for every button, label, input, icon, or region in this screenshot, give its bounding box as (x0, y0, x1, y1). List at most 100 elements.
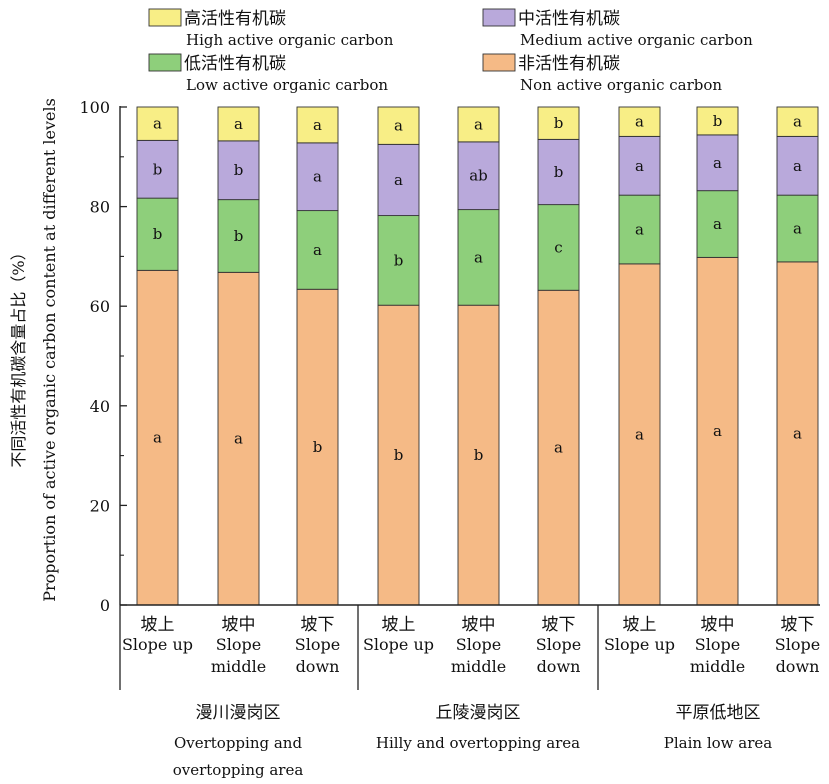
y-tick-label: 60 (90, 297, 110, 316)
legend-label-en: Low active organic carbon (186, 76, 388, 94)
significance-letter: a (793, 157, 802, 175)
bar-segment (377, 106, 420, 145)
bar-segment (696, 134, 739, 192)
y-tick-label: 0 (100, 596, 110, 615)
bar-segment (377, 143, 420, 217)
significance-letter: a (635, 221, 644, 239)
x-position-label-cn: 坡上 (623, 615, 657, 635)
x-group-label-cn: 丘陵漫岗区 (436, 703, 521, 723)
bar-segment (537, 204, 580, 291)
legend-label-cn: 非活性有机碳 (518, 54, 620, 74)
x-position-label-cn: 坡中 (222, 615, 256, 635)
x-position-label-en: Slope (216, 635, 261, 654)
legend-label-en: Non active organic carbon (520, 76, 722, 94)
bar-segment (457, 141, 500, 211)
bar-segment (618, 135, 661, 196)
significance-letter: a (474, 115, 483, 133)
significance-letter: a (635, 425, 644, 443)
significance-letter: a (234, 115, 243, 133)
significance-letter: b (474, 446, 484, 464)
bar-segment (457, 304, 500, 606)
significance-letter: a (474, 248, 483, 266)
bar-segment (457, 209, 500, 306)
significance-letter: b (713, 112, 723, 130)
x-position-label-en: Slope (775, 635, 820, 654)
bar-segment (618, 106, 661, 137)
legend-swatch (148, 53, 182, 72)
bar-segment (696, 106, 739, 136)
y-tick-label: 40 (90, 397, 110, 416)
x-position-label-en: middle (451, 657, 506, 676)
x-position-label-en: middle (211, 657, 266, 676)
bar-segment (136, 269, 179, 606)
x-position-label-en: Slope (536, 635, 581, 654)
x-group-label-en: Plain low area (664, 734, 772, 752)
y-tick-label: 80 (90, 198, 110, 217)
bar-segment (457, 106, 500, 143)
significance-letter: a (635, 157, 644, 175)
significance-letter: b (153, 225, 163, 243)
bar-segment (776, 106, 819, 137)
bar-segment (776, 261, 819, 606)
y-tick-label: 20 (90, 496, 110, 515)
bar-segment (776, 194, 819, 263)
x-position-label-en: Slope up (363, 635, 434, 654)
significance-letter: c (554, 238, 562, 256)
significance-letter: a (394, 117, 403, 135)
x-position-label-cn: 坡上 (382, 615, 416, 635)
x-position-label-cn: 坡上 (141, 615, 175, 635)
bar-segment (537, 106, 580, 140)
bar-segment (136, 106, 179, 141)
significance-letter: a (153, 115, 162, 133)
x-position-label-en: down (296, 657, 340, 676)
x-position-label-cn: 坡中 (701, 615, 735, 635)
significance-letter: a (713, 422, 722, 440)
significance-letter: b (234, 161, 244, 179)
significance-letter: a (793, 220, 802, 238)
x-position-label-cn: 坡下 (781, 615, 815, 635)
legend-label-en: Medium active organic carbon (520, 31, 753, 49)
legend-swatch (482, 53, 516, 72)
significance-letter: b (234, 227, 244, 245)
x-group-label-en: Hilly and overtopping area (376, 734, 580, 752)
significance-letter: b (554, 163, 564, 181)
significance-letter: b (153, 160, 163, 178)
bar-segment (296, 142, 339, 212)
significance-letter: ab (469, 167, 488, 185)
x-position-label-en: middle (690, 657, 745, 676)
x-group-label-cn: 平原低地区 (676, 703, 761, 723)
significance-letter: a (313, 116, 322, 134)
bar-segment (217, 106, 260, 142)
x-position-label-en: Slope up (604, 635, 675, 654)
bar-segment (296, 106, 339, 144)
significance-letter: a (313, 168, 322, 186)
x-group-label-cn: 漫川漫岗区 (196, 703, 281, 723)
bar-segment (296, 210, 339, 290)
significance-letter: a (793, 424, 802, 442)
significance-letter: a (394, 171, 403, 189)
significance-letter: a (153, 429, 162, 447)
bar-segment (618, 194, 661, 265)
significance-letter: a (313, 241, 322, 259)
legend-label-cn: 高活性有机碳 (184, 9, 286, 29)
significance-letter: a (554, 439, 563, 457)
x-position-label-cn: 坡中 (462, 615, 496, 635)
significance-letter: a (713, 154, 722, 172)
x-position-label-cn: 坡下 (301, 615, 335, 635)
bar-segment (618, 263, 661, 606)
bar-segment (377, 215, 420, 306)
x-position-label-en: Slope up (122, 635, 193, 654)
significance-letter: a (793, 113, 802, 131)
y-axis-title-en: Proportion of active organic carbon cont… (40, 98, 59, 602)
significance-letter: a (234, 430, 243, 448)
significance-letter: a (713, 215, 722, 233)
bar-segment (537, 138, 580, 206)
significance-letter: a (635, 113, 644, 131)
significance-letter: b (554, 114, 564, 132)
y-axis-title-cn: 不同活性有机碳含量占比（%） (9, 244, 28, 467)
bar-segment (217, 140, 260, 201)
x-position-label-cn: 坡下 (542, 615, 576, 635)
bar-segment (696, 190, 739, 258)
x-position-label-en: down (776, 657, 820, 676)
